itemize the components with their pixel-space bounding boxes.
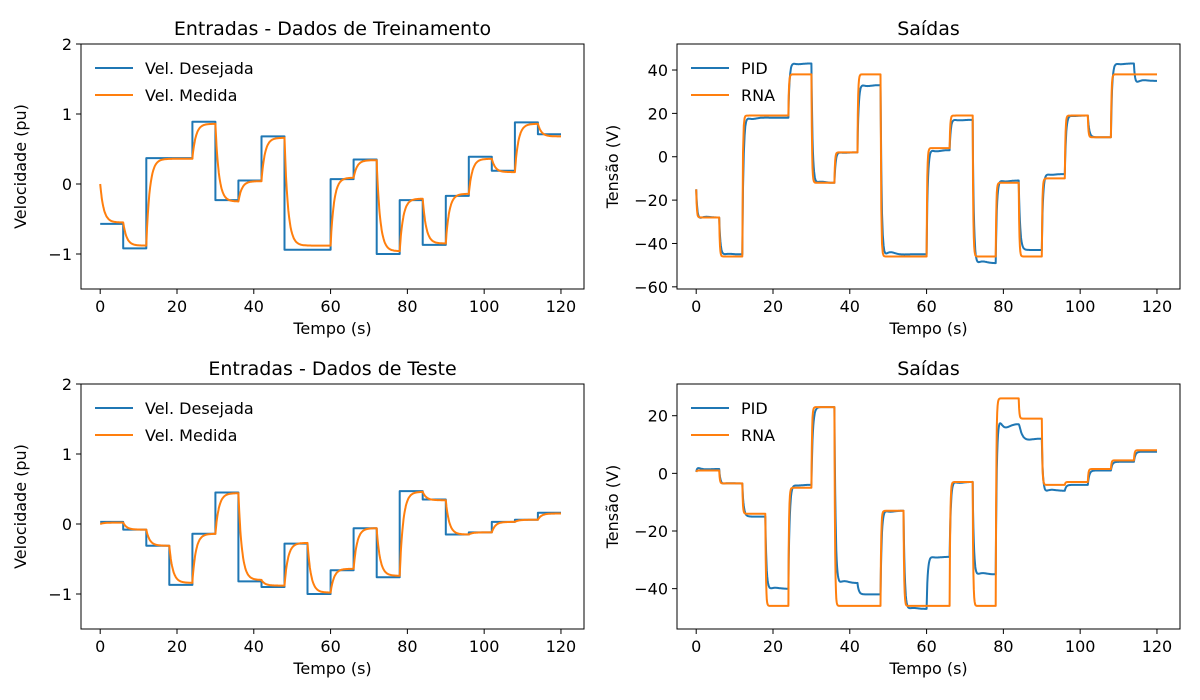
series-line-2 xyxy=(695,73,1158,258)
chart-title: Entradas - Dados de Teste xyxy=(208,358,456,380)
x-tick-label: 40 xyxy=(840,637,860,656)
x-tick-label: 80 xyxy=(993,637,1013,656)
y-axis-label: Velocidade (pu) xyxy=(11,104,30,229)
x-axis-label: Tempo (s) xyxy=(292,319,371,338)
legend-label: PID xyxy=(741,399,768,418)
x-tick-label: 40 xyxy=(244,297,264,316)
legend-label: Vel. Desejada xyxy=(145,59,254,78)
subplot-2: 0 20 40 60 80 100 120 −60 −40 −20 0 20 40 Saídas Tempo… xyxy=(603,18,1181,338)
series-line-1 xyxy=(695,406,1158,610)
series-line-2 xyxy=(99,490,562,594)
y-tick-label: 0 xyxy=(62,515,72,534)
x-tick-label: 60 xyxy=(320,297,340,316)
y-tick-label: 1 xyxy=(62,105,72,124)
x-tick-label: 80 xyxy=(993,297,1013,316)
x-tick-label: 20 xyxy=(167,637,187,656)
x-tick-label: 120 xyxy=(1142,637,1173,656)
x-tick-label: 0 xyxy=(95,637,105,656)
y-axis-label: Tensão (V) xyxy=(603,465,622,549)
plot-frame xyxy=(80,43,585,290)
x-tick-label: 20 xyxy=(167,297,187,316)
y-tick-label: −1 xyxy=(48,245,72,264)
x-tick-label: 100 xyxy=(469,297,500,316)
x-tick-label: 80 xyxy=(397,637,417,656)
x-tick-label: 120 xyxy=(546,297,577,316)
chart-title: Entradas - Dados de Treinamento xyxy=(174,18,491,40)
x-tick-label: 0 xyxy=(691,297,701,316)
y-tick-label: 2 xyxy=(62,375,72,394)
x-tick-label: 100 xyxy=(469,637,500,656)
x-tick-label: 120 xyxy=(546,637,577,656)
y-tick-label: −40 xyxy=(634,580,668,599)
x-tick-label: 100 xyxy=(1065,297,1096,316)
chart-title: Saídas xyxy=(897,358,960,380)
x-axis-label: Tempo (s) xyxy=(888,659,967,678)
x-tick-label: 80 xyxy=(397,297,417,316)
series-line-1 xyxy=(100,490,561,595)
legend-label: Vel. Medida xyxy=(145,86,237,105)
x-tick-label: 100 xyxy=(1065,637,1096,656)
y-tick-label: 0 xyxy=(62,175,72,194)
x-tick-label: 40 xyxy=(840,297,860,316)
x-tick-label: 0 xyxy=(95,297,105,316)
y-tick-label: −1 xyxy=(48,585,72,604)
legend-label: Vel. Medida xyxy=(145,426,237,445)
legend: PID RNA xyxy=(691,59,775,105)
y-tick-label: −40 xyxy=(634,234,668,253)
chart-title: Saídas xyxy=(897,18,960,40)
x-tick-label: 60 xyxy=(916,637,936,656)
x-tick-label: 0 xyxy=(691,637,701,656)
x-tick-label: 40 xyxy=(244,637,264,656)
subplot-3: 0 20 40 60 80 100 120 −1 0 1 2 Entradas - Dados de … xyxy=(11,358,585,678)
y-tick-label: 20 xyxy=(648,407,668,426)
y-tick-label: −20 xyxy=(634,191,668,210)
legend: Vel. Desejada Vel. Medida xyxy=(95,399,254,445)
y-tick-label: 0 xyxy=(658,148,668,167)
y-axis-label: Velocidade (pu) xyxy=(11,444,30,569)
legend-label: RNA xyxy=(741,426,775,445)
x-tick-label: 60 xyxy=(320,637,340,656)
y-tick-label: 20 xyxy=(648,104,668,123)
x-tick-label: 120 xyxy=(1142,297,1173,316)
x-tick-label: 20 xyxy=(763,637,783,656)
plot-frame xyxy=(80,383,585,630)
plot-frame xyxy=(676,383,1181,630)
legend-label: PID xyxy=(741,59,768,78)
legend: PID RNA xyxy=(691,399,775,445)
x-tick-label: 60 xyxy=(916,297,936,316)
legend: Vel. Desejada Vel. Medida xyxy=(95,59,254,105)
plot-frame xyxy=(676,43,1181,290)
legend-label: RNA xyxy=(741,86,775,105)
y-tick-label: 40 xyxy=(648,61,668,80)
legend-label: Vel. Desejada xyxy=(145,399,254,418)
series-line-2 xyxy=(99,122,562,253)
y-tick-label: 2 xyxy=(62,35,72,54)
y-axis-label: Tensão (V) xyxy=(603,125,622,209)
y-tick-label: −20 xyxy=(634,522,668,541)
x-tick-label: 20 xyxy=(763,297,783,316)
y-tick-label: 0 xyxy=(658,464,668,483)
subplot-1: 0 20 40 60 80 100 120 −1 0 1 2 Entradas - Dados de … xyxy=(11,18,585,338)
x-axis-label: Tempo (s) xyxy=(888,319,967,338)
series-line-2 xyxy=(695,397,1158,607)
subplot-4: 0 20 40 60 80 100 120 −40 −20 0 20 Saídas Tempo (s) T… xyxy=(603,358,1181,678)
x-axis-label: Tempo (s) xyxy=(292,659,371,678)
y-tick-label: −60 xyxy=(634,278,668,297)
y-tick-label: 1 xyxy=(62,445,72,464)
